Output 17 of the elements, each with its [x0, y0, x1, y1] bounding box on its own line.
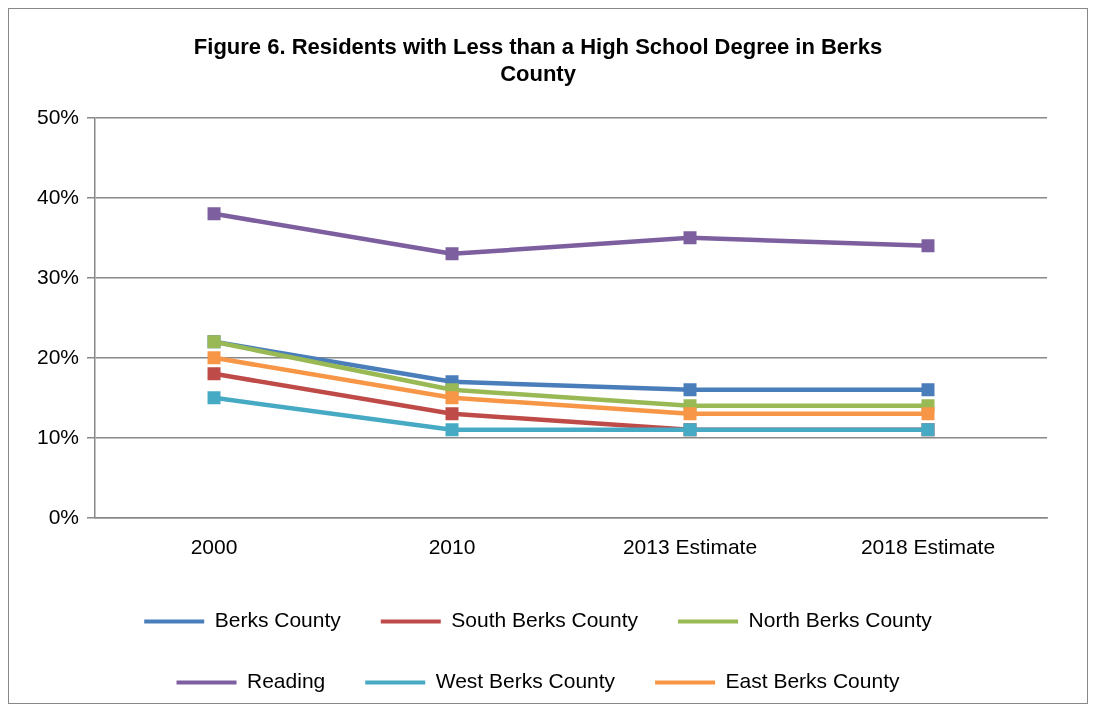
legend-label: South Berks County — [451, 608, 639, 632]
y-tick-label: 0% — [48, 504, 80, 528]
x-tick-label: 2010 — [428, 535, 476, 559]
legend-label: North Berks County — [748, 608, 933, 632]
legend-label: Reading — [247, 669, 326, 693]
chart-title: Figure 6. Residents with Less than a High School Degree in Berks County — [193, 34, 883, 86]
legend-label: West Berks County — [435, 669, 616, 693]
x-tick-label: 2018 Estimate — [860, 535, 996, 559]
y-tick-label: 30% — [37, 264, 80, 288]
x-tick-label: 2013 Estimate — [622, 535, 758, 559]
y-tick-label: 40% — [37, 184, 80, 208]
y-tick-label: 10% — [37, 424, 80, 448]
legend-label: East Berks County — [725, 669, 900, 693]
y-tick-label: 20% — [37, 344, 80, 368]
x-tick-label: 2000 — [190, 535, 238, 559]
legend-label: Berks County — [214, 608, 342, 632]
y-tick-label: 50% — [37, 104, 80, 128]
